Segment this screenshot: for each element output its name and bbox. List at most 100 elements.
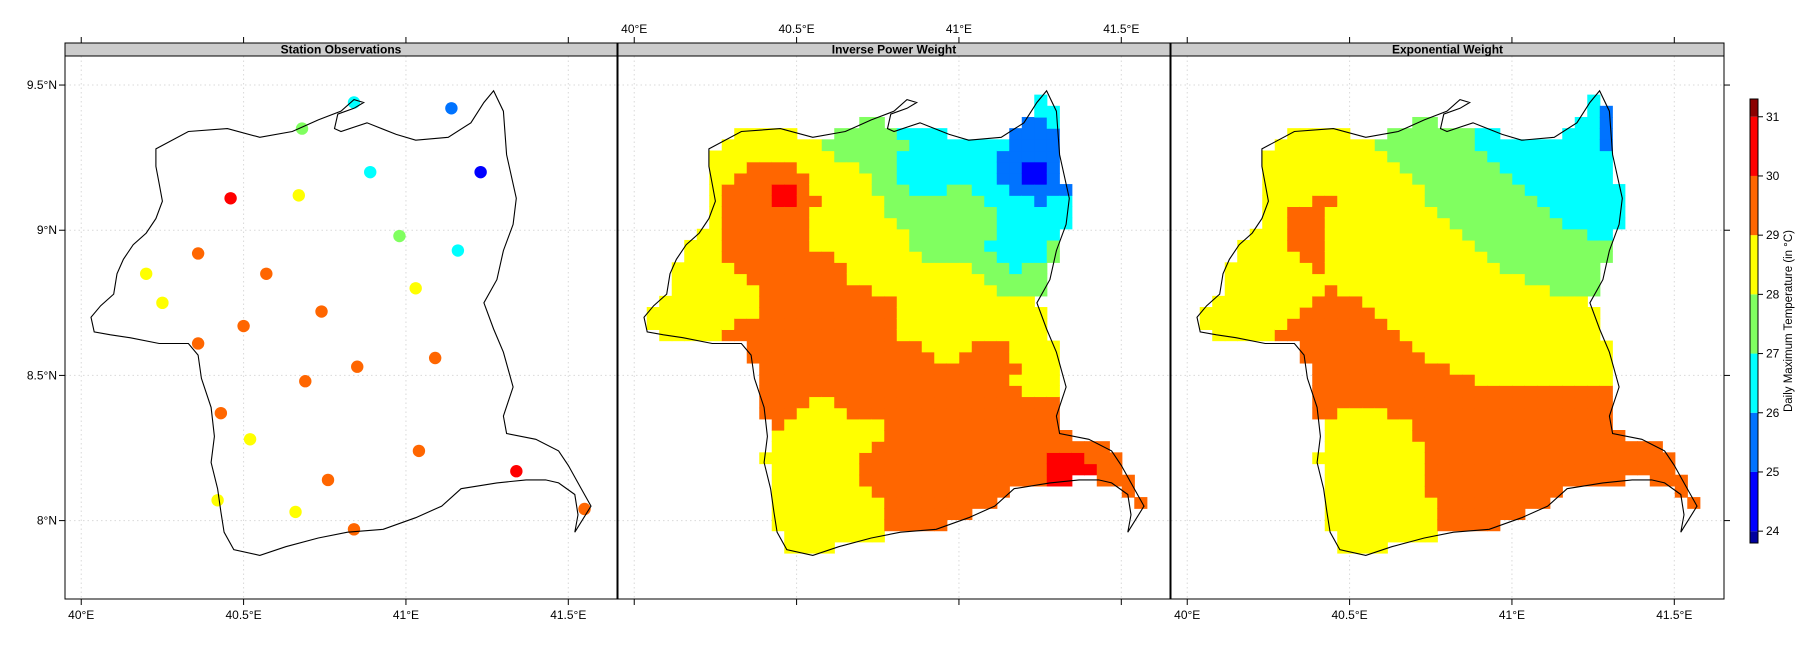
grid-cell bbox=[1312, 273, 1326, 286]
grid-cell bbox=[1399, 485, 1413, 498]
grid-cell bbox=[1549, 362, 1563, 375]
grid-cell bbox=[1046, 251, 1060, 263]
grid-cell bbox=[1599, 463, 1613, 476]
grid-cell bbox=[1599, 251, 1613, 263]
grid-cell bbox=[746, 307, 760, 319]
grid-cell bbox=[884, 172, 898, 185]
grid-cell bbox=[1574, 116, 1588, 129]
grid-cell bbox=[1362, 351, 1376, 364]
grid-cell bbox=[1337, 184, 1351, 196]
grid-cell bbox=[1324, 329, 1338, 342]
grid-cell bbox=[746, 195, 760, 208]
grid-cell bbox=[1462, 374, 1476, 386]
grid-cell bbox=[1599, 340, 1613, 353]
grid-cell bbox=[846, 329, 860, 342]
grid-cell bbox=[1362, 228, 1376, 241]
grid-cell bbox=[1412, 128, 1426, 140]
grid-cell bbox=[1399, 139, 1413, 152]
grid-cell bbox=[1399, 217, 1413, 230]
grid-cell bbox=[959, 385, 973, 398]
grid-cell bbox=[821, 295, 835, 308]
grid-cell bbox=[746, 161, 760, 174]
colorbar-tick-label: 28 bbox=[1766, 287, 1780, 301]
grid-cell bbox=[896, 139, 910, 152]
grid-cell bbox=[1562, 128, 1576, 140]
grid-cell bbox=[809, 418, 823, 431]
grid-cell bbox=[1046, 139, 1060, 152]
grid-cell bbox=[859, 206, 873, 219]
grid-cell bbox=[1599, 150, 1613, 163]
grid-cell bbox=[1009, 407, 1023, 420]
grid-cell bbox=[871, 374, 885, 386]
grid-cell bbox=[1324, 161, 1338, 174]
grid-cell bbox=[1399, 161, 1413, 174]
grid-cell bbox=[771, 430, 785, 442]
grid-cell bbox=[1387, 228, 1401, 241]
grid-cell bbox=[1362, 362, 1376, 375]
grid-cell bbox=[784, 474, 798, 487]
grid-cell bbox=[1362, 497, 1376, 509]
grid-cell bbox=[834, 474, 848, 487]
grid-cell bbox=[1549, 418, 1563, 431]
grid-cell bbox=[996, 251, 1010, 263]
grid-cell bbox=[1462, 161, 1476, 174]
grid-cell bbox=[1009, 150, 1023, 163]
grid-cell bbox=[859, 172, 873, 185]
grid-cell bbox=[896, 362, 910, 375]
grid-cell bbox=[809, 340, 823, 353]
station-point bbox=[237, 319, 250, 333]
grid-cell bbox=[746, 340, 760, 353]
grid-cell bbox=[1374, 318, 1388, 330]
grid-cell bbox=[1274, 161, 1288, 174]
grid-cell bbox=[1424, 206, 1438, 219]
grid-cell bbox=[1574, 239, 1588, 252]
grid-cell bbox=[746, 128, 760, 140]
grid-cell bbox=[709, 228, 723, 241]
grid-cell bbox=[796, 441, 810, 453]
grid-cell bbox=[834, 374, 848, 386]
grid-cell bbox=[821, 407, 835, 420]
grid-cell bbox=[909, 385, 923, 398]
grid-cell bbox=[934, 508, 948, 521]
grid-cell bbox=[984, 463, 998, 476]
grid-cell bbox=[1274, 295, 1288, 308]
grid-cell bbox=[1324, 150, 1338, 163]
grid-cell bbox=[1524, 385, 1538, 398]
grid-cell bbox=[1437, 318, 1451, 330]
x-tick-label: 40.5°E bbox=[779, 22, 815, 36]
grid-cell bbox=[821, 262, 835, 275]
grid-cell bbox=[1437, 150, 1451, 163]
grid-cell bbox=[784, 497, 798, 509]
grid-cell bbox=[1021, 295, 1035, 308]
grid-cell bbox=[746, 228, 760, 241]
grid-cell bbox=[1412, 307, 1426, 319]
grid-cell bbox=[1424, 239, 1438, 252]
grid-cell bbox=[921, 273, 935, 286]
grid-cell bbox=[1362, 329, 1376, 342]
grid-cell bbox=[934, 139, 948, 152]
grid-cell bbox=[884, 497, 898, 509]
grid-cell bbox=[1387, 239, 1401, 252]
grid-cell bbox=[1412, 430, 1426, 442]
grid-cell bbox=[1109, 452, 1123, 465]
grid-cell bbox=[921, 463, 935, 476]
grid-cell bbox=[721, 239, 735, 252]
grid-cell bbox=[984, 284, 998, 297]
grid-cell bbox=[1324, 396, 1338, 409]
grid-cell bbox=[1387, 396, 1401, 409]
y-tick-label: 9.5°N bbox=[27, 78, 57, 92]
grid-cell bbox=[1487, 396, 1501, 409]
grid-cell bbox=[1424, 340, 1438, 353]
grid-cell bbox=[771, 385, 785, 398]
grid-cell bbox=[709, 318, 723, 330]
grid-cell bbox=[821, 508, 835, 521]
grid-cell bbox=[834, 128, 848, 140]
grid-cell bbox=[1312, 262, 1326, 275]
grid-cell bbox=[834, 430, 848, 442]
grid-cell bbox=[1059, 463, 1073, 476]
grid-cell bbox=[771, 161, 785, 174]
grid-cell bbox=[1412, 474, 1426, 487]
grid-cell bbox=[959, 351, 973, 364]
grid-cell bbox=[934, 407, 948, 420]
